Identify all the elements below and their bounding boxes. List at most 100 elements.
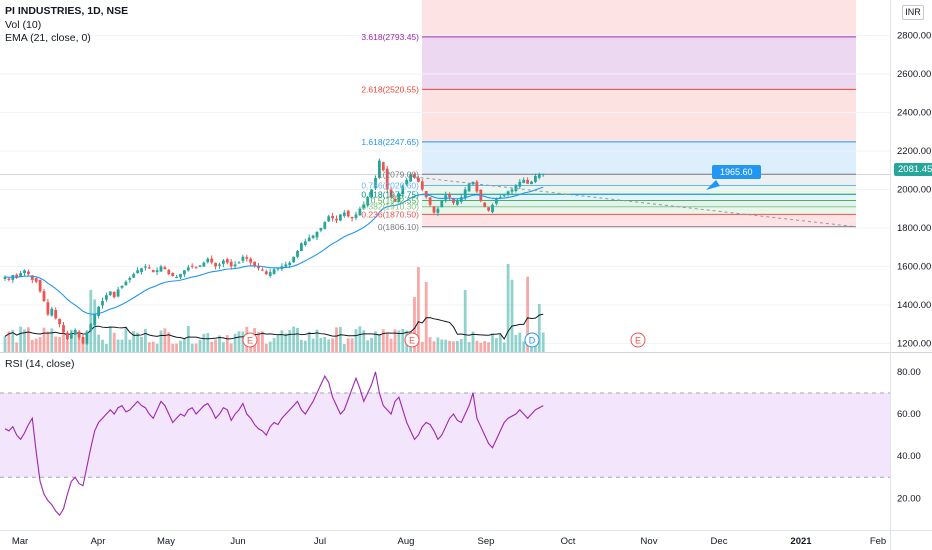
volume-bar	[495, 338, 498, 352]
candle-body	[463, 189, 467, 199]
fib-level-label: 0.786(2020.60)	[361, 181, 419, 191]
candle-body	[116, 289, 120, 297]
event-marker	[404, 332, 420, 348]
candle-body	[128, 277, 132, 280]
ema-legend[interactable]: EMA (21, close, 0)	[5, 32, 91, 45]
candle-body	[537, 174, 541, 178]
event-marker-label: E	[409, 336, 415, 346]
candle-body	[436, 208, 440, 213]
candle-body	[261, 269, 264, 271]
candle-body	[405, 179, 409, 185]
candle-body	[120, 285, 124, 288]
volume-bar	[417, 267, 420, 352]
currency-button[interactable]: INR	[902, 5, 924, 20]
candle-body	[73, 329, 77, 335]
volume-bar	[108, 326, 112, 352]
time-tick-label: Feb	[870, 536, 886, 547]
candle-body	[506, 191, 510, 195]
volume-bar	[366, 340, 370, 352]
volume-bar	[272, 338, 276, 352]
volume-bar	[42, 327, 46, 352]
volume-bar	[331, 338, 334, 352]
candle-body	[241, 256, 245, 261]
candle-body	[151, 270, 155, 273]
fib-level-label: 0(1806.10)	[378, 222, 419, 232]
candle-body	[140, 268, 143, 273]
candle-body	[69, 333, 73, 339]
candle-body	[206, 258, 210, 263]
fib-level-label: 0.5(1942.55)	[371, 196, 419, 206]
candle-body	[323, 222, 327, 229]
candle-body	[374, 177, 377, 189]
fib-zone	[422, 200, 856, 207]
volume-bar	[479, 342, 483, 352]
callout-text: 1965.60	[720, 167, 753, 177]
price-tick-label: 2600.00	[897, 69, 931, 80]
volume-label: Vol (10)	[5, 19, 42, 31]
volume-bar	[151, 341, 155, 352]
fib-level-label: 0.236(1870.50)	[361, 209, 419, 219]
volume-bar	[385, 333, 389, 352]
time-tick-label: 2021	[790, 536, 812, 547]
fib-zone	[422, 36, 856, 90]
volume-bar	[378, 333, 381, 352]
rsi-band	[0, 392, 890, 478]
candle-body	[27, 271, 30, 275]
candle-body	[327, 216, 331, 222]
volume-legend[interactable]: Vol (10)	[5, 19, 41, 32]
volume-bar	[323, 337, 327, 352]
time-tick-label: Jul	[314, 536, 326, 547]
time-axis: Mar Apr May Jun Jul Aug Sep Oct Nov Dec 2021 Feb	[12, 536, 886, 547]
rsi-legend[interactable]: RSI (14, close)	[5, 358, 74, 371]
volume-bar	[401, 328, 405, 352]
volume-bar	[198, 339, 202, 352]
volume-bar	[261, 331, 264, 352]
candle-body	[467, 183, 471, 192]
candle-body	[253, 261, 256, 267]
volume-bar	[311, 338, 315, 352]
price-tick-label: 2200.00	[897, 146, 931, 157]
candle-body	[440, 201, 444, 208]
volume-bar	[514, 334, 518, 352]
callout-label[interactable]: 1965.60	[712, 165, 761, 179]
candle-body	[190, 265, 194, 267]
fibonacci-labels: 0(1806.10)0.236(1870.50)0.382(1910.30)0.…	[361, 32, 419, 232]
candle-body	[155, 270, 159, 273]
candle-body	[296, 251, 299, 257]
volume-bar	[506, 264, 510, 352]
fib-level-label: 1(2079.00)	[378, 169, 419, 179]
volume-bar	[3, 336, 7, 352]
volume-bar	[413, 296, 416, 352]
volume-bar	[467, 342, 471, 352]
candle-body	[303, 241, 307, 246]
fibonacci-zones	[0, 0, 890, 228]
volume-bar	[358, 326, 362, 352]
volume-bar	[105, 343, 108, 352]
volume-bar	[487, 342, 490, 352]
candle-body	[42, 291, 46, 302]
volume-bar	[46, 331, 50, 352]
symbol-title: PI INDUSTRIES, 1D, NSE	[5, 5, 129, 17]
fib-level-label: 1.618(2247.65)	[361, 137, 419, 147]
volume-bar	[518, 332, 522, 352]
fib-level-label: 3.618(2793.45)	[361, 32, 419, 42]
candle-body	[381, 162, 385, 171]
candle-body	[397, 193, 401, 202]
candle-body	[432, 206, 436, 213]
volume-bar	[420, 341, 424, 352]
candle-body	[491, 204, 494, 213]
rsi-tick-label: 40.00	[897, 451, 921, 462]
volume-bar	[120, 339, 124, 352]
candle-body	[249, 258, 253, 263]
volume-bar	[15, 342, 19, 352]
time-tick-label: Mar	[12, 536, 28, 547]
candle-body	[85, 331, 89, 344]
candle-body	[112, 291, 116, 298]
volume-bar	[339, 326, 342, 352]
volume-bar	[124, 326, 128, 352]
candle-body	[300, 243, 303, 251]
candle-body	[358, 208, 362, 216]
volume-bar	[179, 340, 182, 352]
candle-body	[401, 185, 405, 194]
